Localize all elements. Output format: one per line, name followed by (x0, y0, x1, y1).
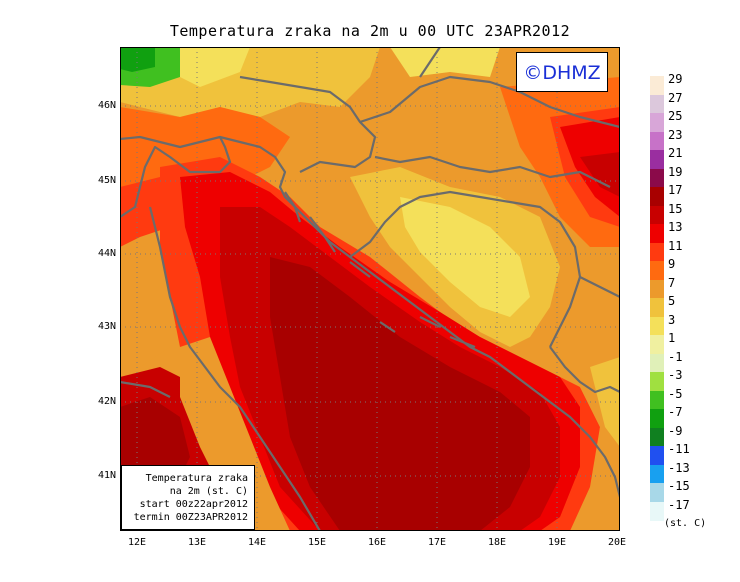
temp-band-15-east (580, 152, 620, 197)
legend-label: 3 (668, 312, 676, 327)
temperature-field (120, 47, 620, 531)
legend-swatch (650, 94, 664, 114)
temp-band-minus5 (120, 47, 155, 72)
legend-swatch (650, 483, 664, 502)
legend-label: -13 (668, 460, 690, 475)
lat-label-43n: 43N (97, 321, 116, 332)
legend-swatch (650, 279, 664, 299)
legend-swatch (650, 316, 664, 336)
legend-label: 5 (668, 294, 676, 308)
lon-label-15e: 15E (307, 537, 327, 548)
info-line-variable: Temperatura zraka (145, 473, 248, 484)
legend-label: 15 (668, 201, 683, 216)
legend-label: 25 (668, 109, 683, 123)
legend-unit: (st. C) (664, 518, 707, 529)
lon-label-12e: 12E (127, 537, 147, 548)
legend-swatch (650, 353, 664, 373)
legend-swatch (650, 298, 664, 317)
map-frame (120, 47, 620, 531)
legend-label: -1 (668, 349, 683, 364)
legend-label: -3 (668, 368, 683, 382)
legend-swatch (650, 76, 664, 95)
legend-label: 17 (668, 183, 683, 197)
legend-label: 11 (668, 238, 683, 253)
temperature-map (120, 47, 620, 531)
lon-label-20e: 20E (607, 537, 627, 548)
lon-label-14e: 14E (247, 537, 267, 548)
legend-swatch (650, 131, 664, 151)
dhmz-copyright-badge: ©DHMZ (516, 52, 608, 92)
legend-swatch (650, 261, 664, 280)
legend-swatch (650, 113, 664, 132)
legend-swatch (650, 150, 664, 169)
legend-label: 1 (668, 331, 676, 345)
legend-label: 23 (668, 127, 683, 142)
legend-label: 19 (668, 164, 683, 179)
lon-label-17e: 17E (427, 537, 447, 548)
lon-label-18e: 18E (487, 537, 507, 548)
lat-label-41n: 41N (97, 470, 116, 481)
legend-label: 9 (668, 257, 676, 271)
temp-band-3-north (390, 47, 500, 77)
legend-label: 27 (668, 90, 683, 105)
legend-swatch (650, 501, 664, 521)
info-line-start: start 00z22apr2012 (139, 499, 248, 510)
legend-label: 29 (668, 72, 683, 86)
lat-label-44n: 44N (97, 248, 116, 259)
legend-swatch (650, 372, 664, 391)
legend-label: -15 (668, 479, 690, 493)
legend-label: -7 (668, 405, 683, 419)
lon-label-13e: 13E (187, 537, 207, 548)
legend-label: 7 (668, 275, 676, 290)
legend-swatch (650, 446, 664, 465)
legend-label: -5 (668, 386, 683, 401)
legend-swatch (650, 464, 664, 484)
temp-band-17-sea (270, 257, 530, 531)
coastlines (120, 47, 620, 531)
info-line-termin: termin 00Z23APR2012 (133, 512, 248, 523)
legend-label: 13 (668, 220, 683, 234)
legend-label: -17 (668, 497, 690, 512)
legend-swatch (650, 168, 664, 188)
map-info-box: Temperatura zraka na 2m (st. C) start 00… (121, 465, 255, 530)
legend-swatch (650, 224, 664, 243)
legend-swatch (650, 409, 664, 428)
legend-label: 21 (668, 146, 683, 160)
info-line-unit: na 2m (st. C) (169, 486, 248, 497)
legend-swatch (650, 187, 664, 206)
lon-label-19e: 19E (547, 537, 567, 548)
map-title: Temperatura zraka na 2m u 00 UTC 23APR20… (169, 22, 571, 40)
lat-label-42n: 42N (97, 396, 116, 407)
temp-band-7-italy (180, 337, 290, 531)
legend-swatch (650, 390, 664, 410)
legend-label: -9 (668, 423, 683, 438)
legend-swatch (650, 335, 664, 354)
legend-swatch (650, 427, 664, 447)
lat-label-45n: 45N (97, 175, 116, 186)
legend-label: -11 (668, 442, 690, 456)
lon-label-16e: 16E (367, 537, 387, 548)
legend-swatch (650, 205, 664, 225)
grid-lines (120, 47, 620, 531)
lat-label-46n: 46N (97, 100, 116, 111)
legend-swatch (650, 242, 664, 262)
